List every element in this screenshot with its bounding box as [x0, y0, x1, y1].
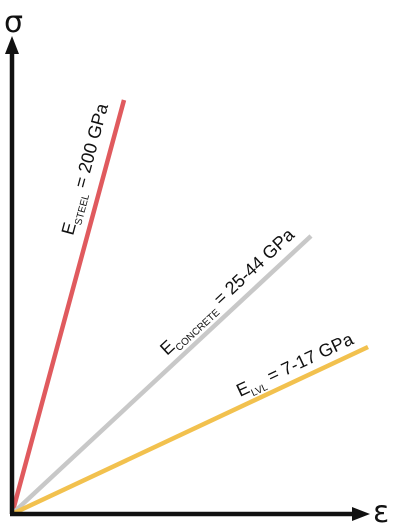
steel-label-main: E [58, 220, 80, 237]
concrete-label-value: = 25-44 GPa [206, 224, 299, 313]
lvl-label: ELVL = 7-17 GPa [233, 328, 359, 404]
concrete-label-subscript: CONCRETE [174, 307, 223, 354]
steel-label-value: = 200 GPa [69, 100, 112, 195]
x-axis-arrowhead [352, 507, 370, 521]
concrete-label: ECONCRETE = 25-44 GPa [156, 224, 302, 362]
x-axis-label: ε [373, 495, 389, 524]
steel-line [9, 99, 127, 515]
y-axis-arrowhead [5, 36, 19, 54]
concrete-line [10, 234, 313, 516]
svg-text:ELVL = 7-17 GPa: ELVL = 7-17 GPa [233, 328, 359, 404]
y-axis-label: σ [4, 5, 23, 40]
svg-text:ECONCRETE = 25-44 GPa: ECONCRETE = 25-44 GPa [156, 224, 302, 362]
lvl-line [11, 344, 369, 517]
